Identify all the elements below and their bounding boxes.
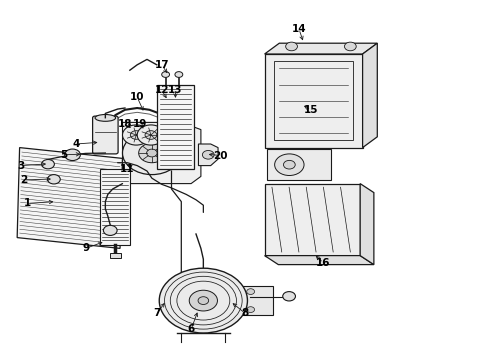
Text: 10: 10 <box>130 92 145 102</box>
Text: 18: 18 <box>118 119 133 129</box>
Circle shape <box>145 131 157 139</box>
Text: 4: 4 <box>72 139 80 149</box>
Bar <box>265 184 360 256</box>
Text: 16: 16 <box>316 258 331 268</box>
Polygon shape <box>198 144 218 166</box>
Bar <box>267 149 331 180</box>
Text: 12: 12 <box>154 85 169 95</box>
Bar <box>157 85 194 169</box>
Circle shape <box>286 42 297 51</box>
Bar <box>100 169 130 245</box>
Ellipse shape <box>95 114 116 121</box>
Polygon shape <box>17 148 122 248</box>
Circle shape <box>175 72 183 77</box>
Bar <box>110 253 121 258</box>
Circle shape <box>247 307 255 312</box>
Text: 20: 20 <box>213 150 228 161</box>
Bar <box>265 54 363 148</box>
Polygon shape <box>363 43 377 148</box>
Circle shape <box>48 175 60 184</box>
Text: 5: 5 <box>60 150 67 160</box>
Circle shape <box>65 149 80 161</box>
Text: 8: 8 <box>242 308 248 318</box>
Circle shape <box>42 159 54 169</box>
Circle shape <box>189 290 218 311</box>
Bar <box>274 61 353 140</box>
Text: 6: 6 <box>188 324 195 334</box>
Circle shape <box>274 154 304 176</box>
Polygon shape <box>360 184 374 265</box>
Circle shape <box>344 42 356 51</box>
Bar <box>241 286 273 315</box>
Text: 2: 2 <box>20 175 27 185</box>
Text: 3: 3 <box>17 161 24 171</box>
Circle shape <box>283 292 295 301</box>
Text: 14: 14 <box>292 24 306 34</box>
Polygon shape <box>265 43 377 54</box>
Circle shape <box>162 72 170 77</box>
Text: 19: 19 <box>132 119 147 129</box>
Circle shape <box>122 125 150 145</box>
Text: 9: 9 <box>82 243 89 253</box>
Circle shape <box>130 131 142 139</box>
Text: 15: 15 <box>304 105 318 115</box>
Circle shape <box>139 143 165 163</box>
Circle shape <box>202 150 214 159</box>
Text: 11: 11 <box>120 164 135 174</box>
Circle shape <box>137 125 165 145</box>
Circle shape <box>198 297 209 305</box>
Circle shape <box>247 289 255 294</box>
Text: 1: 1 <box>24 198 30 208</box>
Polygon shape <box>122 122 201 184</box>
Polygon shape <box>265 256 374 265</box>
Circle shape <box>147 149 157 157</box>
Circle shape <box>122 131 181 175</box>
Text: 17: 17 <box>154 60 169 70</box>
Text: 7: 7 <box>153 308 161 318</box>
Circle shape <box>103 225 117 235</box>
Circle shape <box>159 268 247 333</box>
Circle shape <box>283 161 295 169</box>
FancyBboxPatch shape <box>93 116 118 154</box>
Text: 13: 13 <box>168 85 183 95</box>
